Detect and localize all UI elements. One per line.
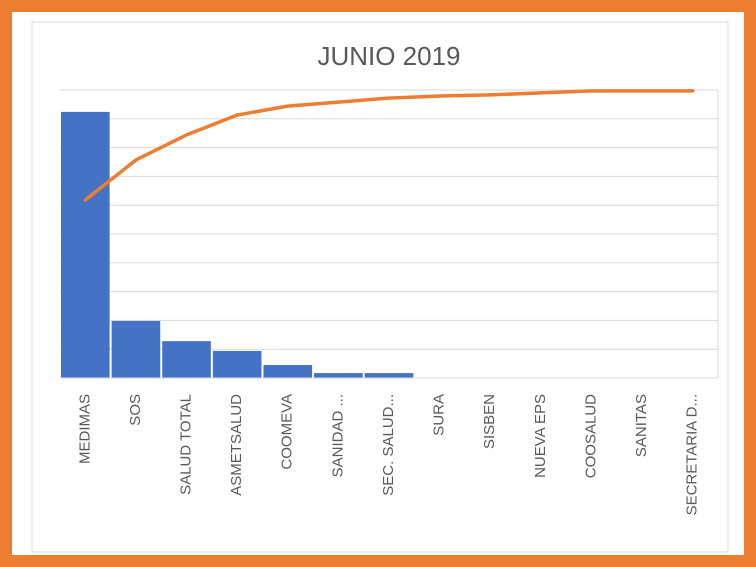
x-tick-label: COOMEVA <box>279 394 296 470</box>
x-tick-label: SALUD TOTAL <box>178 394 195 495</box>
bar <box>314 373 363 378</box>
cumulative-line <box>83 89 695 202</box>
x-tick-label: SANIDAD ... <box>329 394 346 477</box>
x-tick-label: COOSALUD <box>582 394 599 478</box>
bar <box>364 373 414 378</box>
bar <box>263 365 313 378</box>
x-tick-label: SECRETARIA D... <box>684 394 701 515</box>
bar <box>111 320 161 378</box>
x-tick-label: ASMETSALUD <box>228 394 245 496</box>
x-tick-label: SURA <box>431 394 448 436</box>
x-tick-label: SOS <box>127 394 144 426</box>
chart-area <box>31 21 729 553</box>
chart-title: JUNIO 2019 <box>317 41 460 71</box>
bar <box>162 341 211 378</box>
bar <box>61 111 110 378</box>
x-tick-label: SANITAS <box>633 394 650 457</box>
x-tick-label: NUEVA EPS <box>532 394 549 478</box>
x-tick-label: SEC. SALUD... <box>380 394 397 496</box>
x-tick-label: SISBEN <box>481 394 498 449</box>
bar <box>212 350 262 378</box>
x-tick-label: MEDIMAS <box>76 394 93 464</box>
